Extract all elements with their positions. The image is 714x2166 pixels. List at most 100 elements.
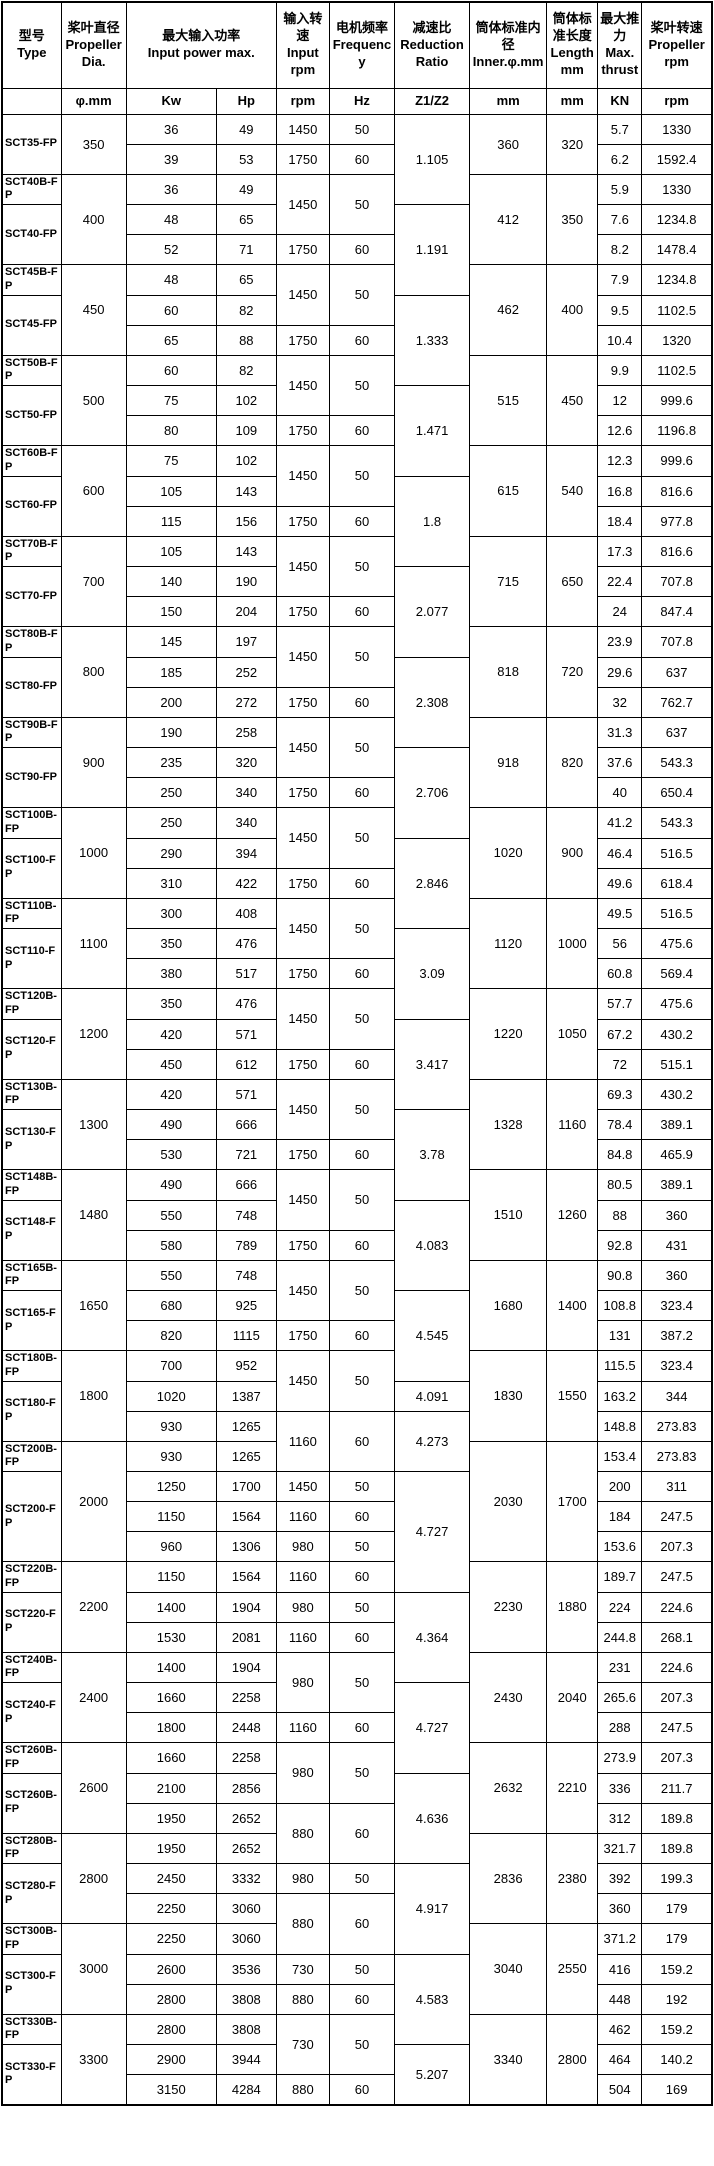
model-cell: SCT35-FP	[1, 113, 62, 175]
value-cell: 1800	[60, 1350, 127, 1442]
header-cell-5: 减速比 Reduction Ratio	[393, 1, 471, 89]
value-cell: 60	[328, 1561, 396, 1593]
table-row-10: 80 109 1750 60 12.6 1196.8	[2, 415, 713, 446]
value-cell: 707.8	[641, 626, 713, 658]
header-en: Length mm	[550, 45, 594, 78]
unit-cell-8: mm	[546, 87, 599, 115]
value-cell: 88	[597, 1199, 643, 1231]
model-cell: SCT110B-FP	[1, 897, 62, 929]
value-cell: 5.9	[597, 173, 643, 205]
value-cell: 159.2	[641, 2013, 713, 2045]
value-cell: 41.2	[597, 807, 643, 839]
value-cell: 1904	[215, 1651, 277, 1683]
header-cell-4: 电机频率 Frequency	[328, 1, 396, 89]
value-cell: 184	[597, 1501, 643, 1532]
value-cell: 1450	[275, 1471, 330, 1502]
value-cell: 450	[60, 264, 127, 356]
value-cell: 185	[125, 656, 217, 688]
value-cell: 23.9	[597, 626, 643, 658]
value-cell: 268.1	[641, 1621, 713, 1653]
value-cell: 900	[60, 716, 127, 808]
value-cell: 1196.8	[641, 415, 713, 446]
model-cell: SCT70-FP	[1, 566, 62, 627]
model-cell: SCT200-FP	[1, 1471, 62, 1562]
value-cell: 22.4	[597, 566, 643, 597]
table-row-44: SCT200B-FP 2000 930 1265 2030 1700 153.4 273.83	[1, 1440, 713, 1562]
value-cell: 2600	[125, 1953, 217, 1985]
value-cell: 1750	[275, 596, 330, 627]
value-cell: 1330	[641, 173, 713, 205]
value-cell: 2258	[215, 1682, 277, 1713]
value-cell: 2200	[60, 1561, 127, 1653]
value-cell: 50	[328, 1531, 396, 1562]
model-cell: SCT70B-FP	[1, 535, 62, 567]
value-cell: 408	[215, 897, 277, 929]
value-cell: 250	[125, 807, 217, 839]
value-cell: 350	[125, 928, 217, 959]
model-cell: SCT200B-FP	[1, 1440, 62, 1472]
value-cell: 1750	[275, 1139, 330, 1170]
value-cell: 300	[125, 897, 217, 929]
table-row-64: SCT330-FP 2900 3944 5.207 464 140.2	[1, 2044, 713, 2105]
value-cell: 2100	[125, 1772, 217, 1804]
value-cell: 60	[125, 354, 217, 386]
value-cell: 88	[215, 324, 277, 356]
value-cell: 1700	[215, 1471, 277, 1502]
value-cell: 36	[125, 113, 217, 145]
value-cell: 350	[125, 988, 217, 1020]
table-row-40: 820 1115 1750 60 131 387.2	[2, 1320, 713, 1351]
value-cell: 4.083	[393, 1199, 471, 1291]
value-cell: 3.417	[393, 1018, 471, 1110]
table-row-50: 1530 2081 1160 60 244.8 268.1	[2, 1621, 713, 1653]
value-cell: 1250	[125, 1471, 217, 1502]
value-cell: 247.5	[641, 1501, 713, 1532]
table-row-47: 960 1306 980 50 153.6 207.3	[2, 1531, 713, 1562]
value-cell: 189.8	[641, 1802, 713, 1834]
model-cell: SCT45-FP	[1, 294, 62, 356]
value-cell: 580	[125, 1229, 217, 1261]
value-cell: 3808	[215, 1983, 277, 2015]
value-cell: 1160	[275, 1501, 330, 1532]
header-zh: 减速比	[412, 19, 452, 35]
value-cell: 1450	[275, 264, 330, 326]
value-cell: 67.2	[597, 1018, 643, 1050]
value-cell: 1660	[125, 1682, 217, 1713]
value-cell: 252	[215, 656, 277, 688]
value-cell: 952	[215, 1350, 277, 1382]
value-cell: 8.2	[597, 234, 643, 265]
model-cell: SCT240B-FP	[1, 1651, 62, 1683]
header-en: Frequency	[332, 36, 392, 69]
value-cell: 880	[275, 2074, 330, 2105]
value-cell: 389.1	[641, 1109, 713, 1140]
value-cell: 72	[597, 1048, 643, 1080]
table-row-19: 200 272 1750 60 32 762.7	[2, 686, 713, 718]
value-cell: 1480	[60, 1169, 127, 1261]
value-cell: 730	[275, 2013, 330, 2075]
model-cell: SCT300B-FP	[1, 1923, 62, 1955]
value-cell: 543.3	[641, 747, 713, 778]
value-cell: 816.6	[641, 535, 713, 567]
value-cell: 49.6	[597, 867, 643, 899]
header-cell-2: 最大输入功率 Input power max.	[125, 1, 277, 89]
value-cell: 900	[546, 807, 599, 899]
value-cell: 1450	[275, 988, 330, 1050]
table-row-15: SCT70-FP 140 190 2.077 22.4 707.8	[1, 566, 713, 658]
value-cell: 60.8	[597, 958, 643, 989]
value-cell: 78.4	[597, 1109, 643, 1140]
value-cell: 707.8	[641, 566, 713, 597]
value-cell: 400	[546, 264, 599, 356]
table-row-36: SCT148-FP 550 748 4.083 88 360	[1, 1199, 713, 1291]
value-cell: 516.5	[641, 837, 713, 869]
table-row-28: 380 517 1750 60 60.8 569.4	[2, 958, 713, 989]
value-cell: 60	[328, 1320, 396, 1351]
value-cell: 748	[215, 1259, 277, 1291]
table-row-8: SCT50B-FP 500 60 82 1450 50 515 450 9.9 1102.5	[1, 354, 713, 446]
value-cell: 50	[328, 2013, 396, 2075]
value-cell: 980	[275, 1742, 330, 1804]
header-cell-0: 型号 Type	[1, 1, 62, 89]
value-cell: 475.6	[641, 928, 713, 959]
table-row-63: SCT330B-FP 3300 2800 3808 730 50 3340 2800 462 15…	[1, 2013, 713, 2105]
value-cell: 615	[469, 445, 548, 537]
value-cell: 2400	[60, 1651, 127, 1743]
value-cell: 2450	[125, 1863, 217, 1894]
